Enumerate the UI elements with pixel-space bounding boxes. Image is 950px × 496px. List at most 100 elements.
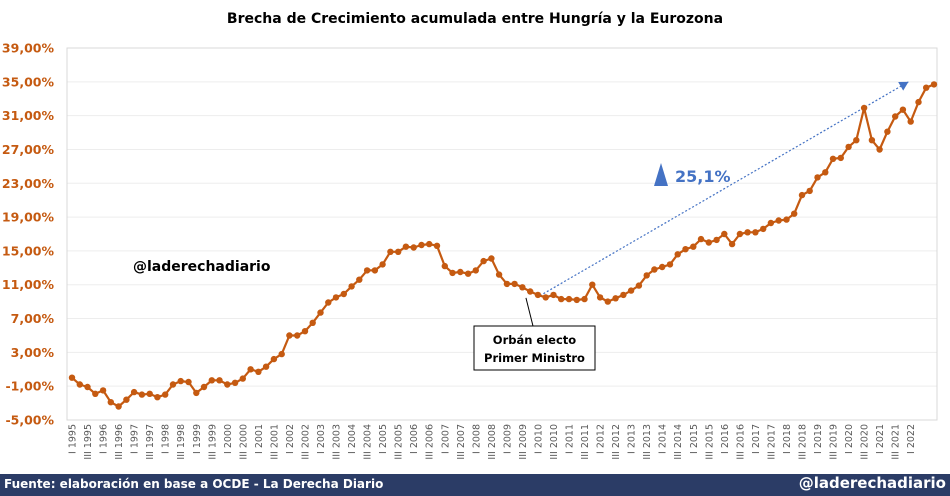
data-point <box>162 391 169 398</box>
data-point <box>822 169 829 176</box>
data-point <box>433 242 441 249</box>
data-point <box>332 294 340 301</box>
trend-dashed-line <box>539 81 909 297</box>
x-tick-label: III 1996 <box>114 424 125 460</box>
data-point <box>231 379 239 386</box>
x-tick-label: III 2010 <box>549 424 560 460</box>
y-tick-label: 31,00% <box>2 108 55 123</box>
x-tick-label: III 2018 <box>797 424 808 460</box>
data-point <box>868 137 876 144</box>
data-point <box>68 374 76 381</box>
x-tick-label: III 2011 <box>580 424 591 460</box>
data-point <box>169 381 177 388</box>
x-tick-label: III 2014 <box>673 424 684 460</box>
data-point <box>829 155 837 162</box>
x-tick-label: I 2007 <box>440 424 451 454</box>
data-point <box>99 387 107 394</box>
data-point <box>317 309 324 316</box>
y-tick-label: -1,00% <box>5 379 54 394</box>
x-tick-label: III 2007 <box>456 424 467 460</box>
x-tick-label: I 2003 <box>316 424 327 454</box>
data-point <box>294 332 301 339</box>
data-point <box>208 377 215 384</box>
data-point <box>402 243 410 250</box>
x-tick-label: I 1998 <box>161 424 172 454</box>
data-point <box>736 230 744 238</box>
x-tick-label: III 1995 <box>83 424 94 460</box>
data-series <box>68 81 938 410</box>
data-point <box>495 271 503 278</box>
x-tick-label: III 2017 <box>766 424 777 460</box>
data-point <box>760 225 767 233</box>
data-point <box>247 366 254 373</box>
data-point <box>154 394 161 401</box>
footer-bar: Fuente: elaboración en base a OCDE - La … <box>0 474 950 496</box>
data-point <box>930 81 938 88</box>
trend-line <box>539 81 909 297</box>
y-axis-ticks: -5,00% -1,00% 3,00% 7,00% 11,00% 15,00% 19,00%… <box>2 41 55 428</box>
data-point <box>449 269 456 277</box>
data-point <box>84 383 91 391</box>
data-point <box>845 143 852 151</box>
data-point <box>138 391 146 398</box>
data-point <box>270 355 278 363</box>
data-point <box>612 295 619 302</box>
x-tick-label: I 2001 <box>254 424 265 454</box>
data-point <box>224 381 231 388</box>
y-tick-label: 7,00% <box>11 311 55 326</box>
data-point <box>659 263 666 271</box>
data-point <box>130 388 138 396</box>
x-axis-ticks: I 1995 III 1995 I 1996 III 1996 I 1997 III 19… <box>68 424 918 460</box>
data-point <box>542 294 549 301</box>
x-tick-label: I 2016 <box>720 424 731 454</box>
callout-leader-line <box>525 297 534 327</box>
data-point <box>123 396 130 403</box>
x-tick-label: I 1995 <box>68 424 79 454</box>
data-point <box>643 272 650 279</box>
data-point <box>309 319 316 326</box>
x-tick-label: III 2006 <box>425 424 436 460</box>
data-point <box>255 368 262 375</box>
data-point <box>387 248 394 255</box>
x-tick-label: III 1997 <box>145 424 156 460</box>
x-tick-label: III 2021 <box>891 424 902 460</box>
data-point <box>371 267 379 274</box>
data-point <box>193 389 200 397</box>
y-tick-label: 19,00% <box>2 210 55 225</box>
data-point <box>107 399 115 406</box>
data-point <box>558 295 565 303</box>
data-point <box>185 378 192 386</box>
x-tick-label: I 2021 <box>875 424 886 454</box>
x-tick-label: I 2009 <box>502 424 513 454</box>
data-point <box>550 291 557 299</box>
callout-line-2: Primer Ministro <box>484 351 585 365</box>
data-point <box>527 288 534 295</box>
data-point <box>892 113 899 120</box>
x-tick-label: III 1999 <box>207 424 218 460</box>
y-tick-label: 3,00% <box>11 345 55 360</box>
data-point <box>426 240 433 248</box>
data-point <box>791 210 798 217</box>
x-tick-label: III 2002 <box>300 424 311 460</box>
data-point <box>581 295 588 303</box>
data-point <box>767 219 775 227</box>
x-tick-label: III 2001 <box>269 424 280 460</box>
data-point <box>340 290 347 298</box>
data-point <box>379 261 386 268</box>
x-tick-label: I 2010 <box>533 424 544 454</box>
data-point <box>690 243 697 250</box>
y-tick-label: 39,00% <box>2 41 55 56</box>
data-point <box>728 240 736 248</box>
data-point <box>464 270 472 277</box>
x-tick-label: III 2019 <box>829 424 840 460</box>
chart-title: Brecha de Crecimiento acumulada entre Hu… <box>227 11 723 27</box>
x-tick-label: III 2016 <box>735 424 746 460</box>
data-point <box>278 350 285 358</box>
data-point <box>363 267 371 274</box>
footer-brand: @laderechadiario <box>798 474 946 492</box>
x-tick-label: I 2012 <box>596 424 607 454</box>
data-point <box>674 251 681 258</box>
chart: Brecha de Crecimiento acumulada entre Hu… <box>2 11 938 460</box>
data-point <box>472 267 479 274</box>
growth-label: 25,1% <box>675 167 731 186</box>
